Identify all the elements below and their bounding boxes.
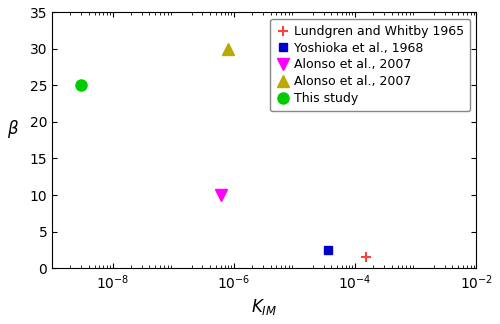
X-axis label: $K_{IM}$: $K_{IM}$: [252, 297, 278, 317]
Y-axis label: $\beta$: $\beta$: [7, 118, 19, 140]
Legend: Lundgren and Whitby 1965, Yoshioka et al., 1968, Alonso et al., 2007, Alonso et : Lundgren and Whitby 1965, Yoshioka et al…: [270, 19, 470, 111]
